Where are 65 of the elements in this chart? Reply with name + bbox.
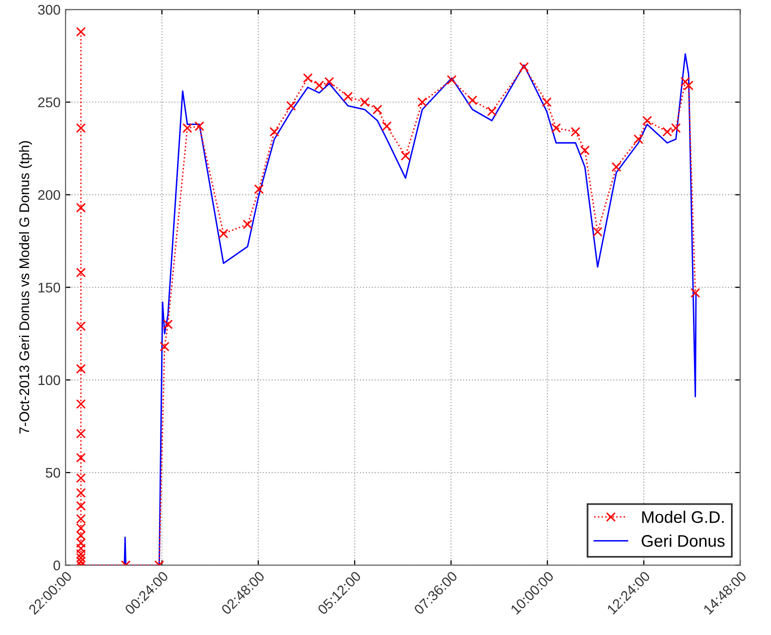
point	[551, 123, 561, 133]
point	[218, 228, 228, 238]
point	[242, 220, 252, 230]
point	[519, 62, 529, 72]
y-tick-label: 200	[38, 190, 60, 200]
point	[76, 514, 86, 524]
point	[160, 342, 170, 352]
point	[76, 488, 86, 498]
point	[76, 26, 86, 37]
point	[592, 226, 602, 237]
point	[76, 452, 86, 463]
y-tick-label: 300	[38, 4, 60, 15]
y-tick-label: 0	[53, 560, 60, 570]
point	[76, 428, 86, 439]
point	[76, 268, 86, 278]
point	[163, 320, 173, 330]
legend-label: Model G.D.	[642, 510, 724, 523]
point	[76, 473, 86, 483]
point	[684, 80, 694, 90]
point	[76, 538, 86, 548]
y-tick-label: 250	[38, 97, 60, 108]
point	[302, 73, 313, 83]
point	[468, 95, 478, 106]
point	[671, 123, 681, 133]
point	[634, 134, 644, 144]
point	[343, 92, 353, 102]
point	[642, 116, 652, 126]
y-tick-label: 150	[38, 282, 60, 293]
point	[76, 123, 86, 133]
point	[417, 97, 428, 107]
point	[76, 202, 86, 213]
point	[487, 106, 497, 116]
point	[542, 97, 552, 107]
point	[76, 530, 86, 540]
point	[76, 399, 86, 409]
point	[76, 523, 86, 533]
point	[570, 126, 580, 137]
point	[76, 552, 86, 563]
point	[182, 123, 192, 133]
y-axis-title: 7-Oct-2013 Geri Donus vs Model G Donus (tph)	[19, 141, 32, 434]
point	[324, 76, 334, 87]
y-tick-label: 50	[46, 468, 60, 478]
point	[269, 126, 280, 137]
point	[254, 184, 264, 194]
point	[400, 150, 410, 161]
point	[76, 556, 86, 566]
point	[76, 321, 86, 332]
point	[360, 97, 370, 107]
point	[286, 100, 296, 111]
point	[76, 549, 86, 559]
point	[76, 501, 86, 511]
point	[690, 288, 700, 298]
point	[76, 364, 86, 374]
point	[382, 121, 392, 132]
point	[580, 145, 590, 156]
y-tick-label: 100	[38, 375, 60, 386]
point	[446, 75, 457, 85]
legend-label: Geri Donus	[642, 534, 725, 547]
point	[662, 126, 672, 137]
point	[372, 104, 382, 114]
point	[194, 121, 204, 132]
point	[680, 76, 690, 87]
point	[76, 544, 86, 554]
point	[314, 80, 324, 90]
point	[611, 162, 622, 172]
